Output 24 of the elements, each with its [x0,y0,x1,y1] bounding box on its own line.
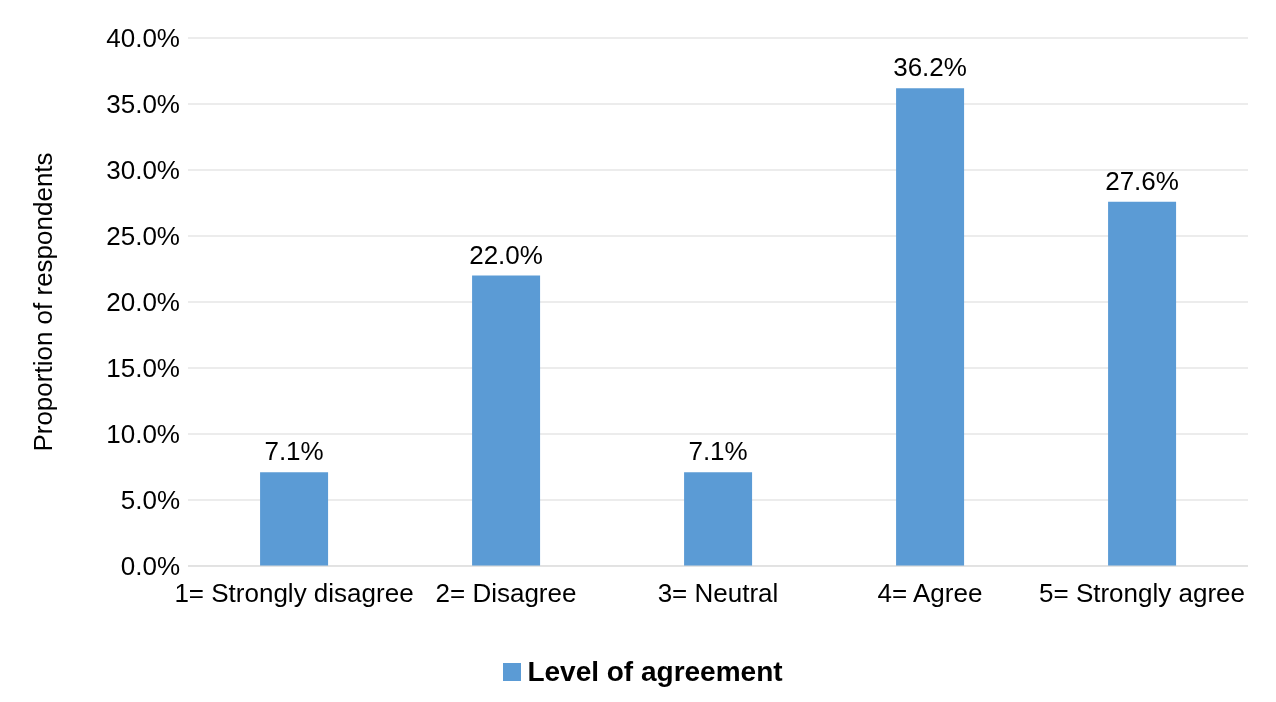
y-tick-label: 15.0% [106,353,180,384]
bar [1108,201,1177,566]
y-tick-label: 10.0% [106,419,180,450]
y-axis-title: Proportion of respondents [28,152,59,452]
y-tick-label: 30.0% [106,155,180,186]
y-tick-label: 40.0% [106,23,180,54]
data-label: 22.0% [469,239,543,270]
legend-label: Level of agreement [527,656,783,688]
x-tick-label: 5= Strongly agree [1039,578,1245,609]
x-tick-label: 3= Neutral [657,578,779,609]
x-tick-label: 2= Disagree [435,578,577,609]
data-label: 36.2% [893,52,967,83]
bar [260,472,329,566]
y-tick-label: 20.0% [106,287,180,318]
y-tick-label: 25.0% [106,221,180,252]
x-tick-label: 4= Agree [877,578,983,609]
bar [896,88,965,566]
data-label: 7.1% [264,436,324,467]
bar [684,472,753,566]
data-label: 27.6% [1105,165,1179,196]
y-tick-label: 35.0% [106,89,180,120]
bar [472,275,541,566]
data-label: 7.1% [688,436,748,467]
y-tick-label: 5.0% [120,485,180,516]
